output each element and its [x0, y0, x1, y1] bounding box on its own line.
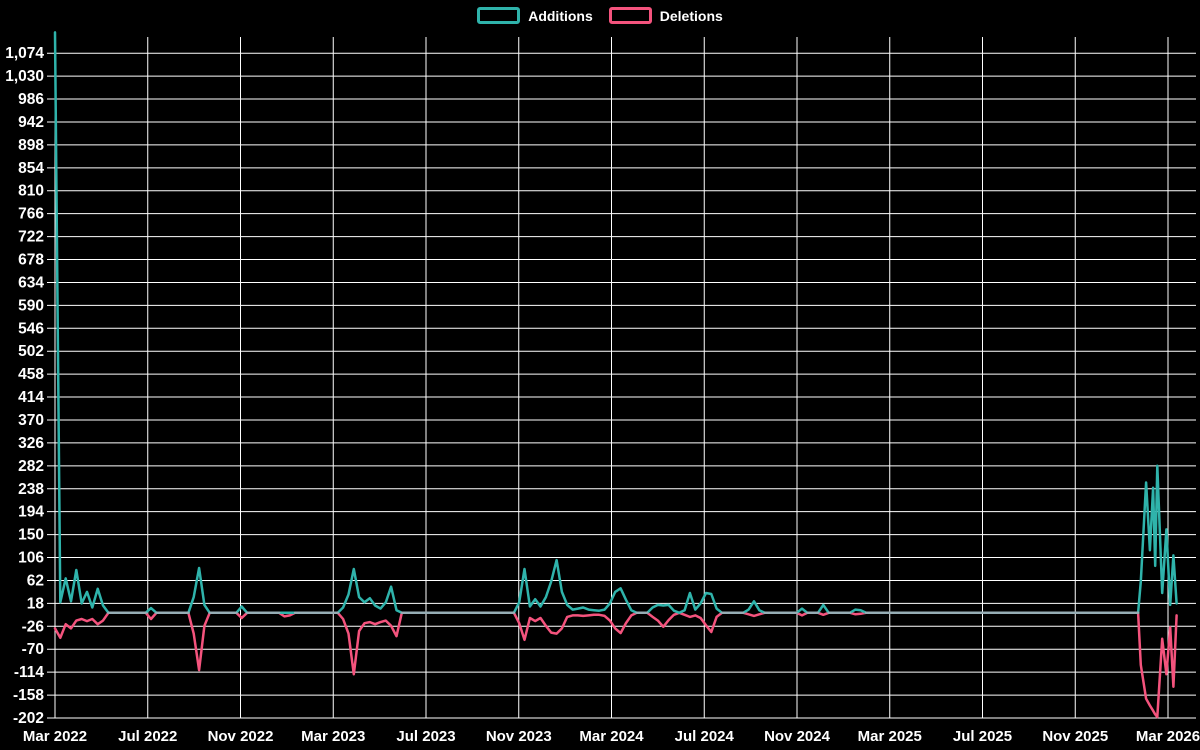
x-tick-label: Mar 2026 [1136, 728, 1200, 745]
additions-swatch-icon [477, 7, 521, 24]
y-tick-label: 106 [18, 550, 44, 567]
x-tick-label: Jul 2022 [118, 728, 177, 745]
y-tick-label: 546 [18, 320, 44, 337]
x-tick-label: Nov 2025 [1042, 728, 1108, 745]
y-tick-label: 678 [18, 252, 44, 269]
y-tick-label: 634 [18, 274, 44, 291]
x-tick-label: Mar 2024 [579, 728, 644, 745]
y-tick-label: 942 [18, 114, 44, 131]
chart-legend: Additions Deletions [0, 7, 1200, 24]
y-tick-label: 590 [18, 297, 44, 314]
x-tick-label: Mar 2023 [301, 728, 365, 745]
x-tick-label: Jul 2024 [675, 728, 735, 745]
legend-label-deletions: Deletions [659, 7, 723, 24]
x-tick-label: Mar 2022 [23, 728, 87, 745]
y-tick-label: 194 [18, 504, 44, 521]
y-tick-label: 898 [18, 137, 44, 154]
y-tick-label: 458 [18, 366, 44, 383]
legend-item-deletions[interactable]: Deletions [608, 7, 723, 24]
x-tick-label: Mar 2025 [858, 728, 922, 745]
x-tick-label: Jul 2023 [396, 728, 455, 745]
y-tick-label: 766 [18, 206, 44, 223]
y-tick-label: 854 [18, 160, 44, 177]
x-tick-label: Nov 2024 [764, 728, 831, 745]
y-tick-label: -158 [13, 687, 44, 704]
additions-line [53, 31, 1178, 615]
y-tick-label: 1,030 [5, 68, 44, 85]
x-tick-label: Jul 2025 [953, 728, 1012, 745]
y-tick-label: 18 [27, 595, 45, 612]
y-tick-label: 1,074 [5, 45, 44, 62]
deletions-line [53, 611, 1178, 719]
y-tick-label: -26 [22, 618, 45, 635]
x-tick-label: Nov 2023 [486, 728, 552, 745]
y-tick-label: 986 [18, 91, 44, 108]
y-tick-label: 62 [27, 572, 44, 589]
y-tick-label: 370 [18, 412, 44, 429]
y-tick-label: 282 [18, 458, 44, 475]
y-tick-label: 810 [18, 183, 44, 200]
y-tick-label: 414 [18, 389, 44, 406]
legend-item-additions[interactable]: Additions [477, 7, 593, 24]
deletions-swatch-icon [608, 7, 652, 24]
y-tick-label: -202 [13, 710, 44, 727]
y-tick-label: 326 [18, 435, 44, 452]
y-tick-label: 238 [18, 481, 44, 498]
legend-label-additions: Additions [528, 7, 593, 24]
y-tick-label: -114 [14, 664, 45, 681]
y-tick-label: 502 [18, 343, 44, 360]
y-tick-label: 722 [18, 229, 44, 246]
y-tick-label: -70 [22, 641, 44, 658]
y-tick-label: 150 [18, 527, 44, 544]
x-tick-label: Nov 2022 [208, 728, 274, 745]
